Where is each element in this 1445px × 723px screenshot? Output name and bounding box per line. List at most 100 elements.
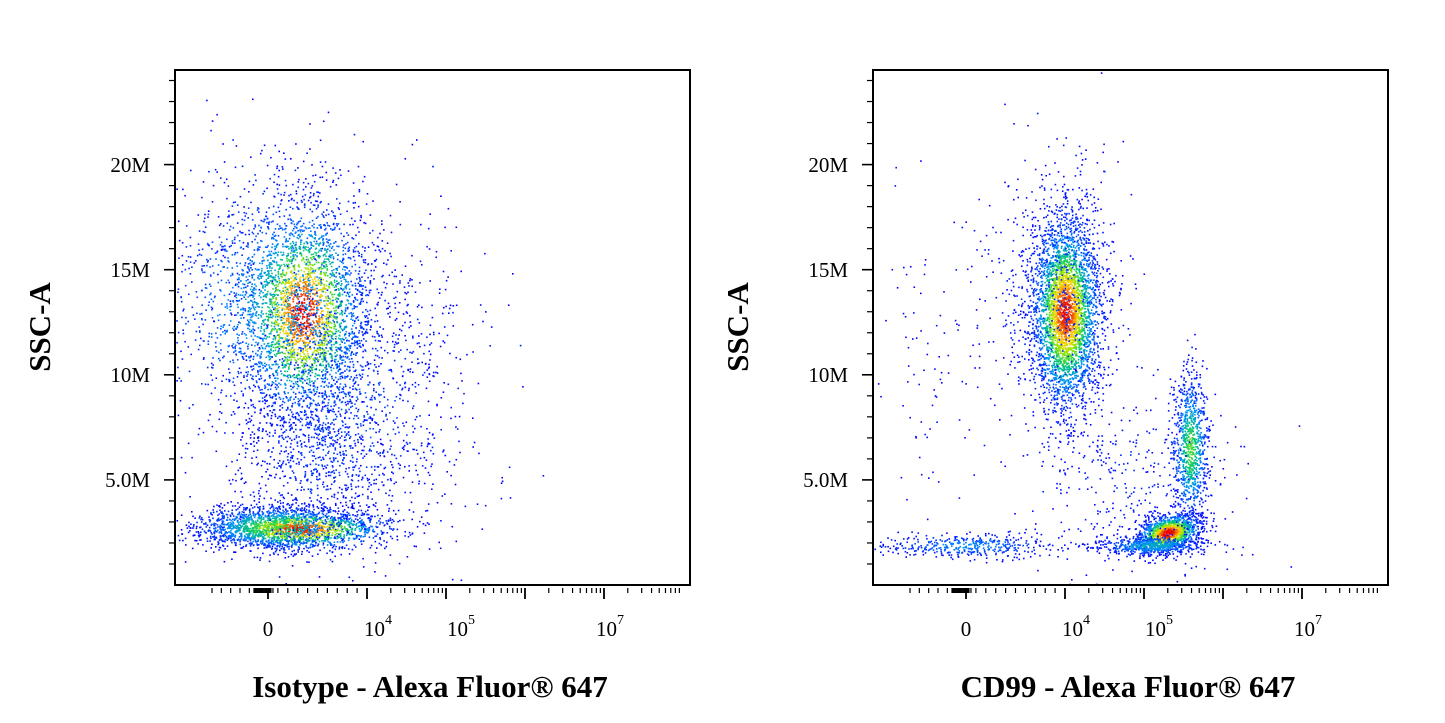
- event-point: [327, 341, 330, 343]
- event-point: [387, 307, 389, 309]
- event-point: [309, 397, 311, 399]
- event-point: [420, 333, 423, 335]
- event-point: [306, 237, 309, 240]
- event-point: [194, 318, 196, 320]
- event-point: [369, 381, 371, 384]
- event-point: [281, 308, 284, 311]
- event-point: [274, 349, 277, 352]
- event-point: [338, 323, 341, 325]
- event-point: [337, 430, 340, 433]
- event-point: [361, 449, 363, 452]
- event-point: [305, 306, 307, 308]
- event-point: [339, 303, 341, 306]
- event-point: [348, 295, 351, 298]
- event-point: [320, 266, 322, 268]
- event-point: [326, 371, 328, 374]
- event-point: [285, 299, 287, 301]
- event-point: [290, 232, 292, 235]
- event-point: [259, 389, 261, 391]
- event-point: [331, 377, 333, 380]
- event-point: [350, 217, 353, 220]
- event-point: [332, 256, 335, 258]
- event-point: [277, 324, 280, 327]
- event-point: [327, 224, 329, 227]
- event-point: [305, 349, 307, 351]
- event-point: [301, 334, 303, 337]
- event-point: [278, 336, 281, 338]
- event-point: [306, 330, 309, 333]
- event-point: [384, 406, 386, 409]
- event-point: [307, 319, 309, 321]
- event-point: [317, 374, 320, 376]
- event-point: [325, 394, 327, 396]
- event-point: [259, 152, 262, 155]
- event-point: [274, 338, 276, 341]
- event-point: [334, 325, 337, 328]
- event-point: [330, 265, 333, 268]
- event-point: [218, 418, 221, 421]
- event-point: [248, 268, 250, 271]
- event-point: [343, 547, 346, 549]
- event-point: [304, 345, 306, 348]
- event-point: [269, 352, 271, 355]
- event-point: [260, 344, 263, 347]
- event-point: [289, 353, 291, 355]
- event-point: [259, 355, 261, 357]
- event-point: [325, 238, 328, 240]
- event-point: [304, 294, 307, 297]
- event-point: [323, 265, 325, 267]
- event-point: [340, 346, 342, 349]
- event-point: [301, 370, 304, 373]
- event-point: [349, 223, 351, 226]
- event-point: [256, 249, 259, 252]
- event-point: [334, 316, 336, 318]
- event-point: [207, 244, 210, 246]
- event-point: [317, 215, 319, 218]
- event-point: [275, 371, 277, 373]
- event-point: [341, 341, 343, 343]
- event-point: [245, 359, 248, 361]
- event-point: [356, 278, 358, 280]
- event-point: [335, 284, 337, 287]
- event-point: [344, 401, 347, 404]
- event-point: [375, 314, 377, 317]
- event-point: [187, 346, 190, 348]
- event-point: [273, 325, 276, 328]
- event-point: [273, 260, 275, 262]
- event-point: [189, 261, 192, 263]
- event-point: [241, 294, 244, 297]
- event-point: [260, 311, 263, 314]
- event-point: [339, 358, 341, 360]
- event-point: [297, 270, 300, 272]
- event-point: [347, 427, 349, 429]
- event-point: [266, 217, 269, 220]
- event-point: [219, 342, 222, 345]
- event-point: [442, 391, 445, 393]
- event-point: [293, 385, 295, 388]
- event-point: [301, 418, 303, 421]
- event-point: [287, 266, 289, 269]
- event-point: [265, 400, 267, 403]
- event-point: [353, 370, 355, 372]
- event-point: [293, 438, 296, 441]
- event-point: [250, 290, 253, 293]
- event-point: [222, 225, 225, 227]
- event-point: [280, 370, 282, 372]
- event-point: [352, 363, 355, 366]
- event-point: [312, 340, 315, 343]
- event-point: [354, 270, 357, 272]
- event-point: [249, 308, 251, 310]
- event-point: [276, 384, 278, 386]
- event-point: [285, 288, 288, 291]
- event-point: [304, 518, 307, 520]
- event-point: [286, 332, 289, 334]
- event-point: [256, 302, 258, 304]
- event-point: [315, 391, 318, 393]
- event-point: [259, 275, 262, 277]
- event-point: [412, 425, 414, 428]
- event-point: [277, 340, 280, 343]
- event-point: [277, 275, 280, 278]
- event-point: [368, 506, 371, 508]
- event-point: [324, 249, 326, 251]
- event-point: [275, 363, 277, 366]
